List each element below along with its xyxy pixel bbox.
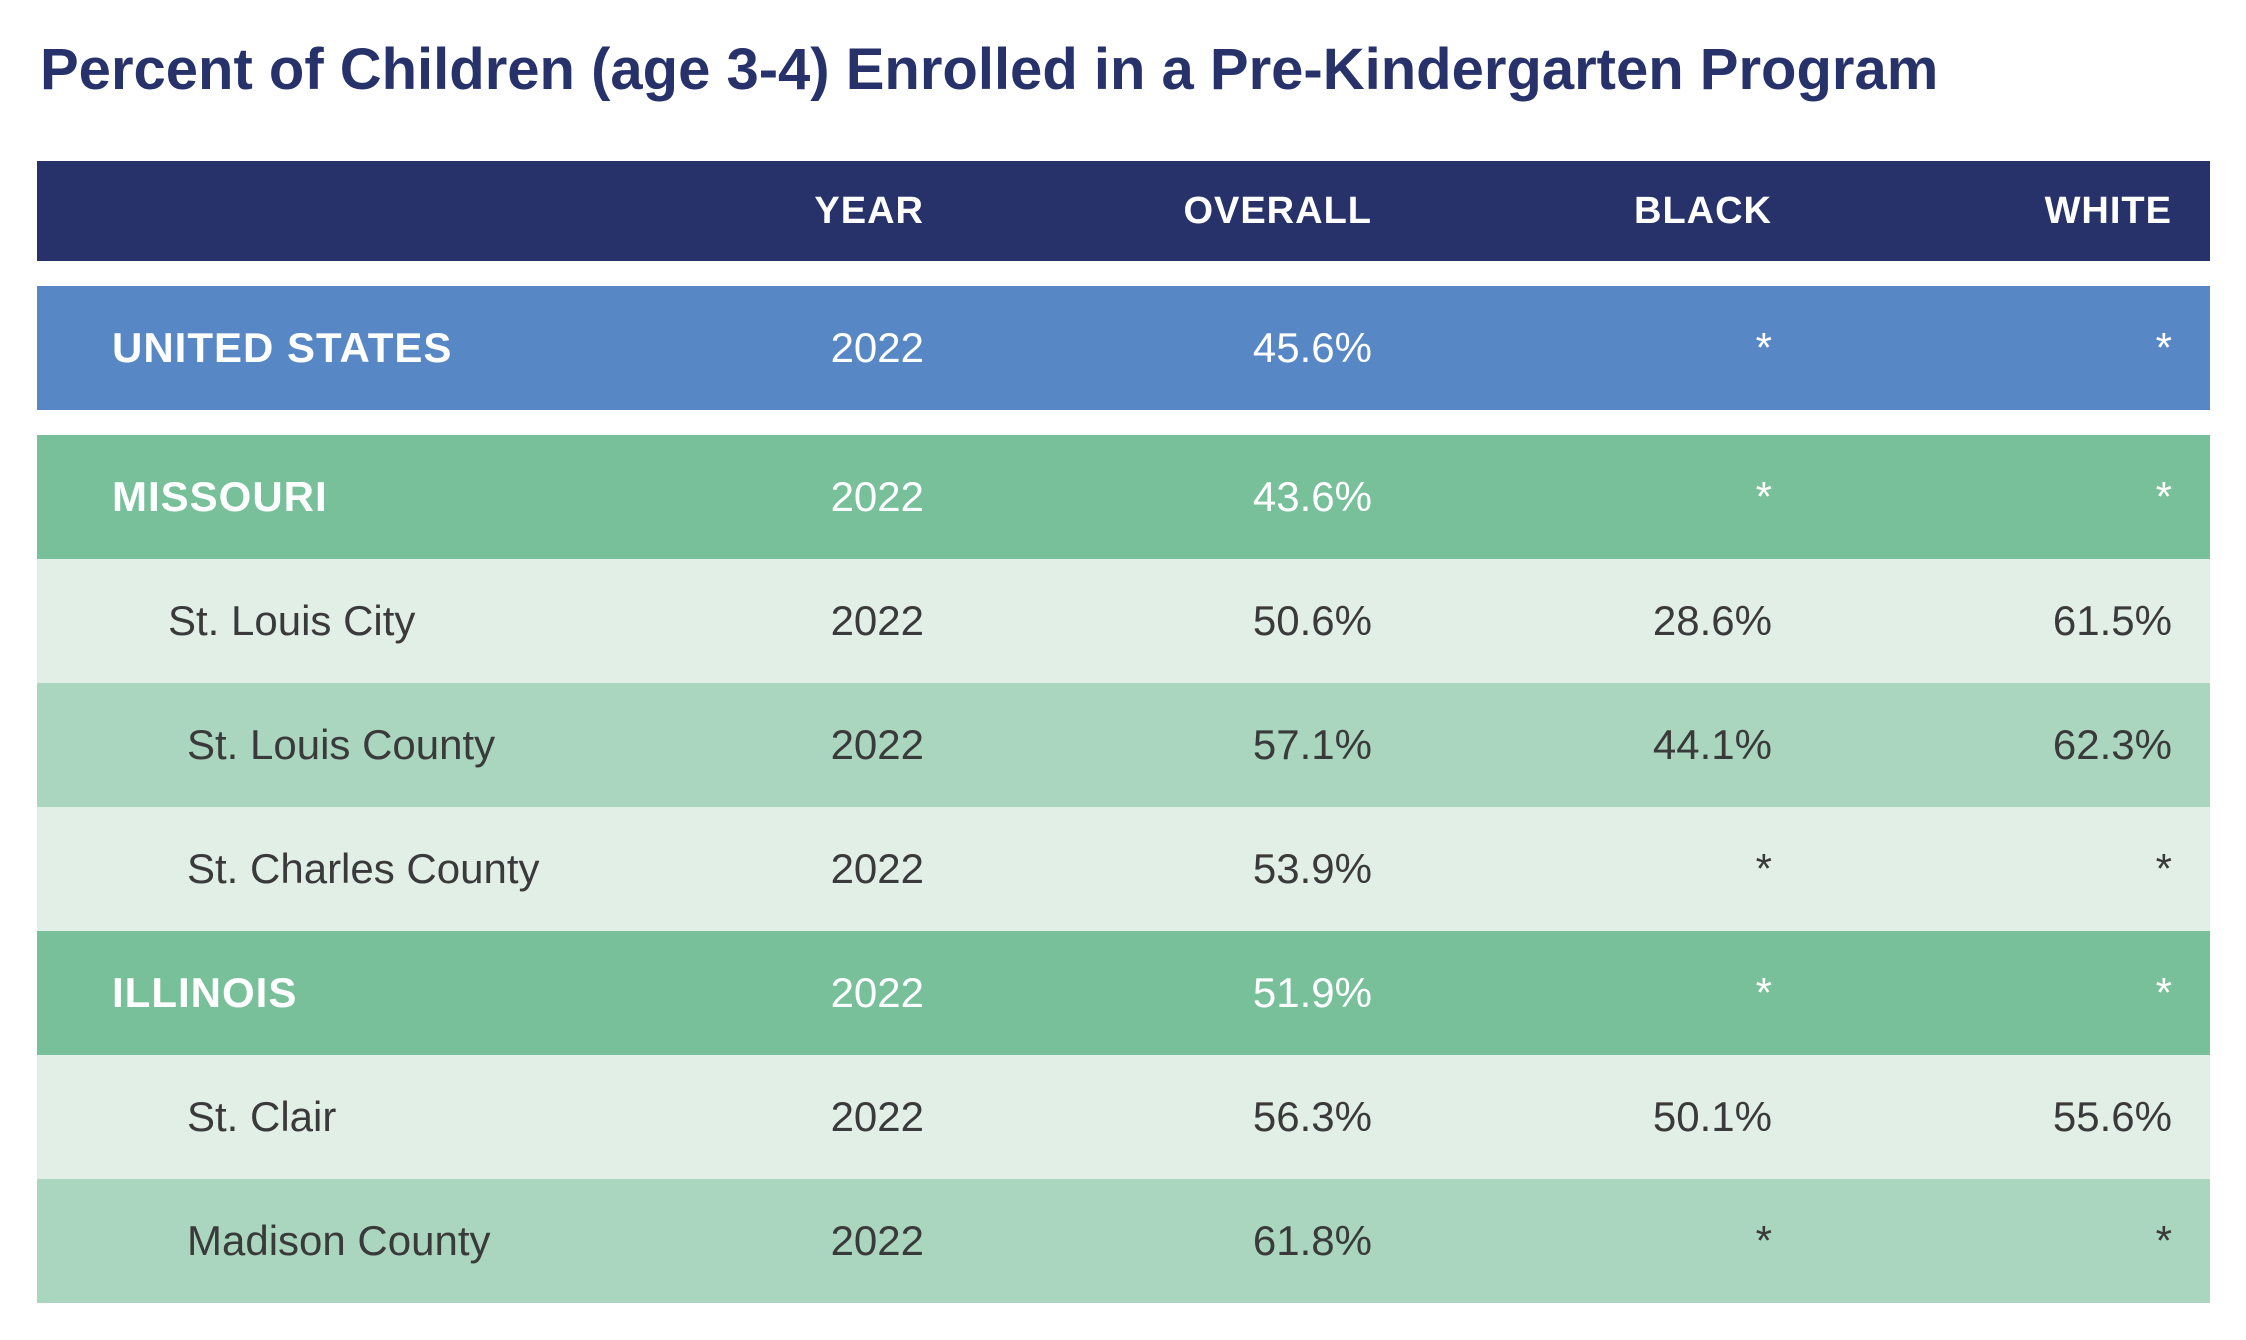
row-overall: 45.6% xyxy=(1252,324,1372,371)
row-white: * xyxy=(2155,473,2172,520)
table-row: St. Clair 2022 56.3% 50.1% 55.6% xyxy=(37,1055,2210,1179)
row-year: 2022 xyxy=(830,969,924,1016)
row-white: 61.5% xyxy=(2052,597,2172,644)
table-row: MISSOURI 2022 43.6% * * xyxy=(37,435,2210,559)
row-overall: 56.3% xyxy=(1252,1093,1372,1140)
row-year: 2022 xyxy=(830,1093,924,1140)
row-name: MISSOURI xyxy=(112,473,328,520)
table-row: Madison County 2022 61.8% * * xyxy=(37,1179,2210,1303)
row-black: 28.6% xyxy=(1652,597,1772,644)
row-white: * xyxy=(2155,969,2172,1016)
row-white: * xyxy=(2155,845,2172,892)
row-white: * xyxy=(2155,324,2172,371)
row-name: Madison County xyxy=(187,1217,491,1264)
row-year: 2022 xyxy=(830,473,924,520)
table-header-row: YEAR OVERALL BLACK WHITE xyxy=(37,161,2210,261)
row-overall: 43.6% xyxy=(1252,473,1372,520)
row-overall: 51.9% xyxy=(1252,969,1372,1016)
row-white: 55.6% xyxy=(2052,1093,2172,1140)
row-black: 44.1% xyxy=(1652,721,1772,768)
table-row: UNITED STATES 2022 45.6% * * xyxy=(37,286,2210,410)
row-overall: 50.6% xyxy=(1252,597,1372,644)
row-name: St. Clair xyxy=(187,1093,337,1140)
row-year: 2022 xyxy=(830,324,924,371)
row-black: * xyxy=(1755,473,1772,520)
row-white: * xyxy=(2155,1217,2172,1264)
row-black: * xyxy=(1755,324,1772,371)
row-black: * xyxy=(1755,845,1772,892)
table-row: St. Charles County 2022 53.9% * * xyxy=(37,807,2210,931)
row-black: 50.1% xyxy=(1652,1093,1772,1140)
table-row: St. Louis City 2022 50.6% 28.6% 61.5% xyxy=(37,559,2210,683)
row-year: 2022 xyxy=(830,597,924,644)
row-name: UNITED STATES xyxy=(112,324,453,371)
row-name: St. Louis City xyxy=(168,597,416,644)
row-overall: 57.1% xyxy=(1252,721,1372,768)
header-black: BLACK xyxy=(1634,189,1772,232)
enrollment-table: YEAR OVERALL BLACK WHITE UNITED STATES 2… xyxy=(37,161,2210,1303)
row-name: ILLINOIS xyxy=(112,969,298,1016)
row-overall: 53.9% xyxy=(1252,845,1372,892)
page-title: Percent of Children (age 3-4) Enrolled i… xyxy=(40,37,1939,102)
header-overall: OVERALL xyxy=(1183,189,1372,232)
table-row: ILLINOIS 2022 51.9% * * xyxy=(37,931,2210,1055)
header-year: YEAR xyxy=(814,189,924,232)
row-overall: 61.8% xyxy=(1252,1217,1372,1264)
row-name: St. Charles County xyxy=(187,845,540,892)
row-year: 2022 xyxy=(830,721,924,768)
row-year: 2022 xyxy=(830,845,924,892)
row-name: St. Louis County xyxy=(187,721,496,768)
table-row: St. Louis County 2022 57.1% 44.1% 62.3% xyxy=(37,683,2210,807)
row-year: 2022 xyxy=(830,1217,924,1264)
row-white: 62.3% xyxy=(2052,721,2172,768)
row-black: * xyxy=(1755,1217,1772,1264)
header-white: WHITE xyxy=(2044,189,2172,232)
row-black: * xyxy=(1755,969,1772,1016)
